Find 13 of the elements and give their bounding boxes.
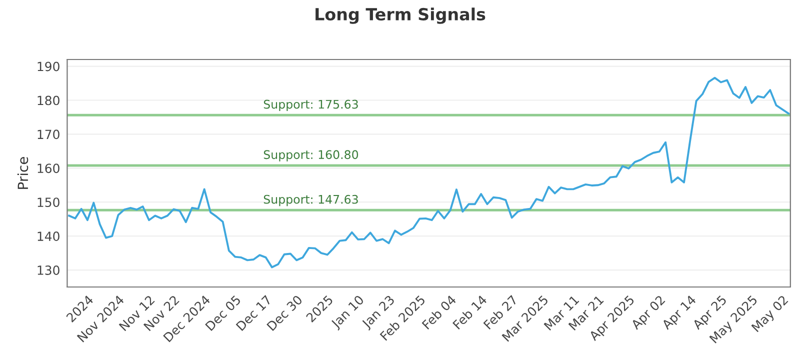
y-tick-label: 150 <box>38 198 60 208</box>
y-tick-label: 130 <box>38 265 60 275</box>
ref-line-label: Support: 147.63 <box>264 194 358 206</box>
chart-title: Long Term Signals <box>316 8 486 24</box>
y-tick-label: 180 <box>38 96 60 106</box>
ref-line-label: Support: 160.80 <box>264 150 358 162</box>
y-tick-label: 140 <box>38 232 60 241</box>
line-series <box>68 76 790 268</box>
y-axis-title: Price <box>17 157 28 189</box>
y-tick-label: 190 <box>38 62 60 72</box>
ref-line-label: Support: 175.63 <box>264 100 358 112</box>
y-tick-label: 160 <box>38 164 60 174</box>
y-tick-label: 170 <box>38 130 60 140</box>
